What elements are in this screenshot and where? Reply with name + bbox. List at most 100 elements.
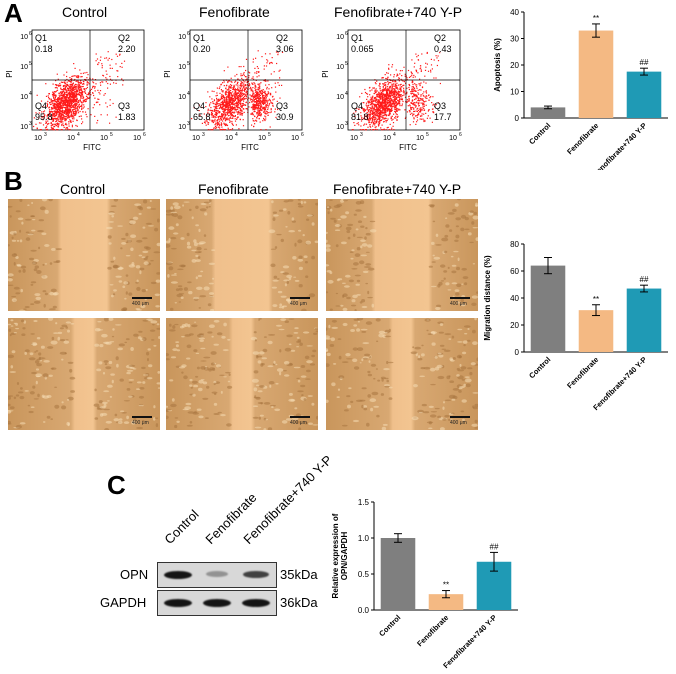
y-tick-label: 10 xyxy=(510,88,519,97)
y-axis-label: PI xyxy=(163,70,172,78)
scale-bar-label: 400 μm xyxy=(290,301,307,307)
y-tick-label: 20 xyxy=(510,61,519,70)
y-axis-label: PI xyxy=(5,70,14,78)
cell-texture xyxy=(326,318,478,430)
category-label: Control xyxy=(377,613,402,638)
wb-blot-opn xyxy=(157,562,277,588)
scratch-title-control: Control xyxy=(60,181,106,197)
wb-protein-opn: OPN xyxy=(120,567,149,582)
y-axis-label: Relative expression of xyxy=(331,513,340,598)
flow-title-control: Control xyxy=(62,4,108,20)
q1-value: 0.20 xyxy=(193,44,211,54)
scratch-title-fenofibrate: Fenofibrate xyxy=(198,181,269,197)
x-tick-exponent: 6 xyxy=(301,132,304,138)
y-tick-label: 10 xyxy=(20,34,28,41)
q2-label: Q2 xyxy=(118,33,130,43)
significance-label: ** xyxy=(593,295,599,304)
x-tick-exponent: 4 xyxy=(393,132,396,138)
bar-1 xyxy=(428,594,464,610)
cell-texture xyxy=(8,318,160,430)
category-label: Control xyxy=(527,355,552,380)
x-axis-label: FITC xyxy=(399,143,417,152)
scale-bar-label: 400 μm xyxy=(132,301,149,307)
y-tick-label: 40 xyxy=(510,8,519,17)
y-tick-exponent: 4 xyxy=(29,91,32,97)
cell-texture xyxy=(166,318,318,430)
opn-expression-bar-chart: 0.0 0.5 1.0 1.5 Relative expression of OPN/GA… xyxy=(331,498,518,670)
wb-band xyxy=(242,599,270,607)
scale-bar xyxy=(290,297,310,299)
q1-value: 0.065 xyxy=(351,44,374,54)
x-tick-label: 10 xyxy=(350,135,358,142)
y-tick-exponent: 4 xyxy=(187,91,190,97)
q4-value: 65.8 xyxy=(193,112,211,122)
q2-value: 2.20 xyxy=(118,44,136,54)
flow-dots xyxy=(33,51,126,131)
x-tick-exponent: 4 xyxy=(77,132,80,138)
q1-label: Q1 xyxy=(193,33,205,43)
x-tick-exponent: 3 xyxy=(360,132,363,138)
scale-bar-label: 400 μm xyxy=(290,420,307,426)
scale-bar xyxy=(132,416,152,418)
flow-title-combo: Fenofibrate+740 Y-P xyxy=(334,4,463,20)
y-tick-exponent: 6 xyxy=(29,31,32,37)
scale-bar-label: 400 μm xyxy=(450,420,467,426)
y-tick-label: 10 xyxy=(20,94,28,101)
panel-c-label: C xyxy=(107,470,126,500)
y-tick-label: 10 xyxy=(336,94,344,101)
x-tick-label: 10 xyxy=(291,135,299,142)
x-tick-label: 10 xyxy=(416,135,424,142)
y-tick-label: 20 xyxy=(510,321,519,330)
bar-0 xyxy=(380,538,416,610)
q1-label: Q1 xyxy=(35,33,47,43)
q4-label: Q4 xyxy=(35,101,47,111)
wb-band xyxy=(243,571,269,579)
q2-value: 3.06 xyxy=(276,44,294,54)
scratch-image-combo-48h: 400 μm xyxy=(326,318,478,430)
y-tick-label: 10 xyxy=(178,124,186,131)
wb-band xyxy=(164,571,192,579)
q3-value: 30.9 xyxy=(276,112,294,122)
q2-value: 0.43 xyxy=(434,44,452,54)
y-tick-label: 10 xyxy=(20,124,28,131)
bar-1 xyxy=(578,30,614,118)
q4-value: 81.8 xyxy=(351,112,369,122)
panel-a-label: A xyxy=(4,0,23,28)
category-label: Fenofibrate xyxy=(415,613,450,648)
bar-2 xyxy=(626,71,662,118)
bar-0 xyxy=(530,265,566,352)
x-tick-exponent: 3 xyxy=(202,132,205,138)
y-tick-label: 0.5 xyxy=(358,570,370,579)
x-axis-label: FITC xyxy=(83,143,101,152)
bar-2 xyxy=(626,288,662,352)
y-tick-exponent: 6 xyxy=(345,31,348,37)
q3-value: 1.83 xyxy=(118,112,136,122)
cell-texture xyxy=(326,199,478,311)
x-tick-label: 10 xyxy=(225,135,233,142)
x-axis-label: FITC xyxy=(241,143,259,152)
category-label: Control xyxy=(527,121,552,146)
y-tick-exponent: 5 xyxy=(187,61,190,67)
q1-label: Q1 xyxy=(351,33,363,43)
wb-band xyxy=(203,599,231,607)
x-tick-label: 10 xyxy=(192,135,200,142)
category-label: Fenofibrate xyxy=(565,121,600,156)
apoptosis-bar-chart: 0 10 20 30 40 Apoptosis (%) Control ** Fenofibra… xyxy=(493,8,668,170)
wb-band xyxy=(164,599,192,607)
y-tick-exponent: 6 xyxy=(187,31,190,37)
y-tick-exponent: 5 xyxy=(29,61,32,67)
q1-value: 0.18 xyxy=(35,44,53,54)
wb-lane-control: Control xyxy=(161,506,202,547)
y-axis-label: PI xyxy=(321,70,330,78)
scratch-image-fenofibrate-48h: 400 μm xyxy=(166,318,318,430)
significance-label: ## xyxy=(490,542,499,551)
q3-label: Q3 xyxy=(434,101,446,111)
y-tick-exponent: 5 xyxy=(345,61,348,67)
y-tick-label: 0 xyxy=(515,348,520,357)
scale-bar xyxy=(450,297,470,299)
scale-bar xyxy=(450,416,470,418)
significance-label: ## xyxy=(640,275,649,284)
x-tick-exponent: 6 xyxy=(143,132,146,138)
